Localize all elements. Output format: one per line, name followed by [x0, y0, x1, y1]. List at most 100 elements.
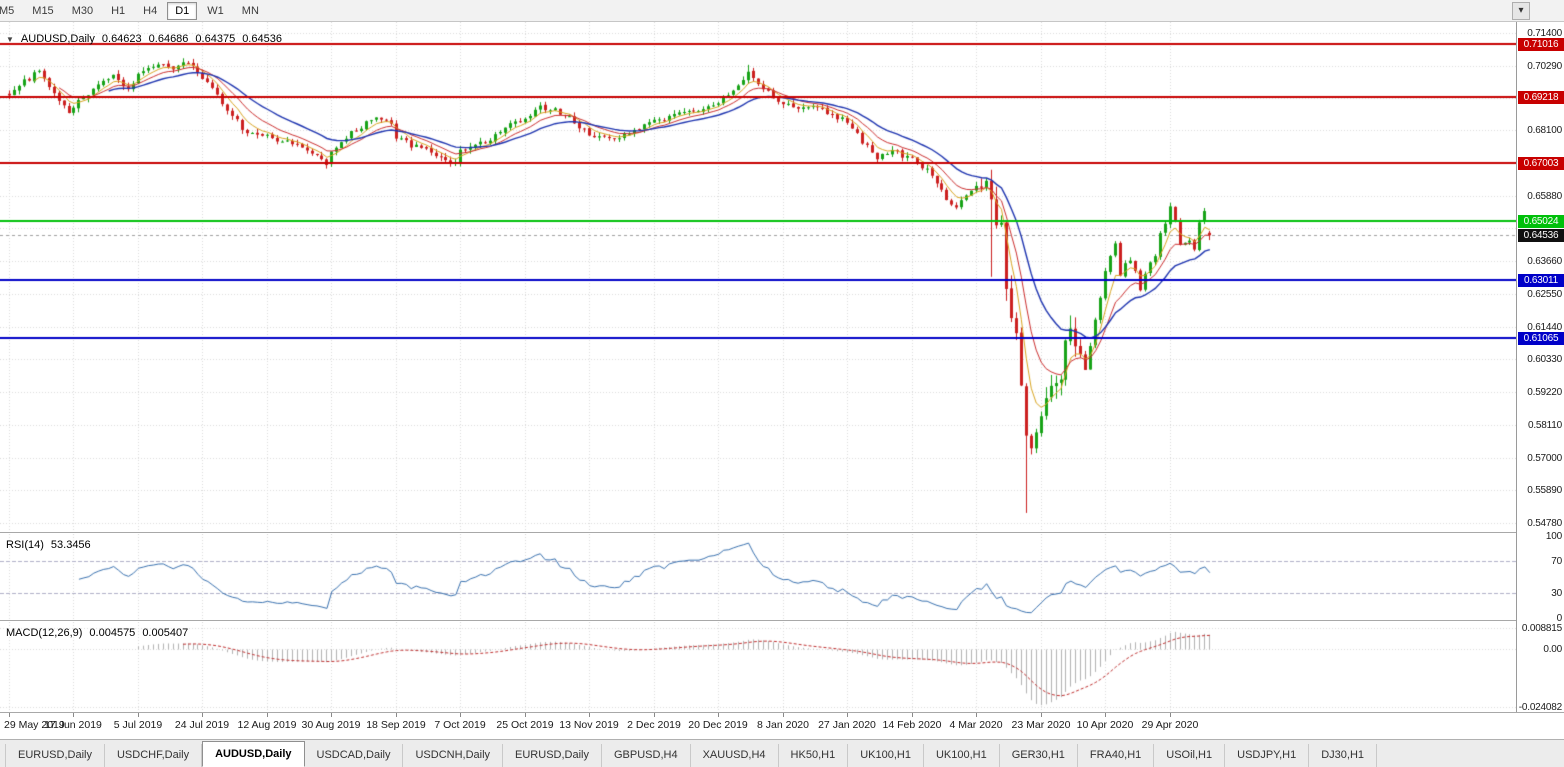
time-axis-label: 29 May 2019: [4, 719, 65, 731]
time-axis-label: 2 Dec 2019: [627, 719, 681, 731]
ohlc-close-value: 0.64536: [242, 33, 282, 45]
price-axis-label: 0.61440: [1527, 321, 1562, 333]
chart-tab-hk50-h1[interactable]: HK50,H1: [779, 744, 849, 767]
time-axis-tick: [73, 713, 74, 717]
timeframe-buttons: M5 M15 M30 H1 H4 D1 W1 MN: [0, 0, 268, 22]
price-axis-label: 0.60330: [1527, 354, 1562, 366]
chart-symbol-label: AUDUSD,Daily: [20, 33, 95, 45]
price-chart-canvas[interactable]: [0, 22, 1516, 532]
chart-tab-usdcad-daily[interactable]: USDCAD,Daily: [305, 744, 404, 767]
price-axis-label: 0.71400: [1527, 27, 1562, 39]
chart-tab-eurusd-daily[interactable]: EURUSD,Daily: [503, 744, 602, 767]
chart-tab-eurusd-daily[interactable]: EURUSD,Daily: [5, 744, 105, 767]
panel-splitter-macd[interactable]: [0, 620, 1564, 621]
time-axis-label: 14 Feb 2020: [882, 719, 942, 731]
hline-price-badge: 0.63011: [1518, 274, 1564, 288]
time-axis-tick: [460, 713, 461, 717]
time-axis-tick: [718, 713, 719, 717]
rsi-indicator-label: RSI(14) 53.3456: [6, 539, 91, 551]
time-axis-label: 10 Apr 2020: [1076, 719, 1134, 731]
timeframe-button-m5[interactable]: M5: [0, 2, 22, 20]
price-axis-label: 0.58110: [1527, 419, 1562, 431]
time-axis-tick: [9, 713, 10, 717]
hline-price-badge: 0.61065: [1518, 331, 1564, 345]
time-axis-label: 12 Aug 2019: [237, 719, 297, 731]
panel-splitter-rsi[interactable]: [0, 532, 1564, 533]
time-axis-label: 13 Nov 2019: [559, 719, 619, 731]
time-axis-label: 29 Apr 2020: [1141, 719, 1199, 731]
chart-tab-audusd-daily[interactable]: AUDUSD,Daily: [202, 741, 305, 767]
chart-tab-usdchf-daily[interactable]: USDCHF,Daily: [105, 744, 203, 767]
price-axis-label: 0.70290: [1527, 60, 1562, 72]
macd-indicator-canvas[interactable]: [0, 622, 1516, 712]
macd-name: MACD(12,26,9): [6, 627, 83, 639]
chart-region: ▼ AUDUSD,Daily 0.64623 0.64686 0.64375 0…: [0, 22, 1564, 739]
timeframe-button-h4[interactable]: H4: [135, 2, 165, 20]
timeframe-button-d1[interactable]: D1: [167, 1, 198, 20]
time-axis-label: 27 Jan 2020: [818, 719, 876, 731]
hline-price-badge: 0.71016: [1518, 38, 1564, 52]
chart-tab-xauusd-h4[interactable]: XAUUSD,H4: [691, 744, 779, 767]
timeframe-button-m15[interactable]: M15: [24, 2, 61, 20]
time-axis-tick: [267, 713, 268, 717]
current-price-badge: 0.64536: [1518, 229, 1564, 243]
chart-tab-dj30-h1[interactable]: DJ30,H1: [1309, 744, 1378, 767]
rsi-indicator-canvas[interactable]: [0, 534, 1516, 620]
chart-tab-usdjpy-h1[interactable]: USDJPY,H1: [1225, 744, 1310, 767]
time-axis-tick: [1105, 713, 1106, 717]
macd-indicator-label: MACD(12,26,9) 0.004575 0.005407: [6, 627, 188, 639]
time-axis-label: 8 Jan 2020: [757, 719, 809, 731]
chart-tab-fra40-h1[interactable]: FRA40,H1: [1078, 744, 1155, 767]
chart-tab-usdcnh-daily[interactable]: USDCNH,Daily: [403, 744, 504, 767]
time-axis-tick: [783, 713, 784, 717]
price-axis-label: 0.54780: [1527, 517, 1562, 529]
price-axis-label: 0.62550: [1527, 288, 1562, 300]
price-axis-label: 0.65880: [1527, 190, 1562, 202]
time-axis-tick: [847, 713, 848, 717]
hline-price-badge: 0.65024: [1518, 214, 1564, 228]
time-axis-label: 5 Jul 2019: [113, 719, 163, 731]
macd-signal-value: 0.005407: [142, 627, 189, 639]
time-axis-tick: [1170, 713, 1171, 717]
time-axis-label: 4 Mar 2020: [949, 719, 1003, 731]
time-axis-tick: [202, 713, 203, 717]
time-axis-label: 24 Jul 2019: [174, 719, 230, 731]
macd-axis-label: 0.00: [1543, 644, 1562, 655]
time-axis-tick: [589, 713, 590, 717]
time-axis-label: 30 Aug 2019: [301, 719, 361, 731]
timeframe-button-h1[interactable]: H1: [103, 2, 133, 20]
chart-scroll-button[interactable]: ▾: [1512, 1, 1530, 20]
macd-axis-label: -0.024082: [1518, 701, 1562, 713]
rsi-axis-label: 0: [1556, 613, 1563, 624]
rsi-axis-label: 70: [1551, 555, 1562, 567]
time-axis-label: 23 Mar 2020: [1011, 719, 1071, 731]
price-axis[interactable]: 0.71400 0.70290 0.68100 0.65880 0.63660 0.625…: [1516, 22, 1564, 713]
time-axis-label: 18 Sep 2019: [366, 719, 426, 731]
time-axis-label: 17 Jun 2019: [44, 719, 102, 731]
hline-price-badge: 0.69218: [1518, 91, 1564, 105]
time-axis-tick: [654, 713, 655, 717]
time-axis-tick: [525, 713, 526, 717]
time-axis-tick: [396, 713, 397, 717]
timeframe-button-m30[interactable]: M30: [64, 2, 101, 20]
price-axis-label: 0.68100: [1527, 125, 1562, 137]
price-axis-label: 0.59220: [1527, 387, 1562, 399]
chart-dropdown-icon[interactable]: ▼: [6, 34, 14, 44]
time-axis-tick: [331, 713, 332, 717]
chart-tab-usoil-h1[interactable]: USOil,H1: [1154, 744, 1226, 767]
time-axis[interactable]: 29 May 2019 17 Jun 2019 5 Jul 2019 24 Jul 2…: [0, 713, 1516, 739]
time-axis-label: 20 Dec 2019: [688, 719, 748, 731]
chart-tabs-bar: EURUSD,Daily USDCHF,Daily AUDUSD,Daily USDC…: [0, 739, 1564, 767]
rsi-axis-label: 100: [1545, 531, 1562, 542]
chart-tab-ger30-h1[interactable]: GER30,H1: [1000, 744, 1078, 767]
chart-tab-uk100-h1[interactable]: UK100,H1: [924, 744, 1000, 767]
chart-tab-gbpusd-h4[interactable]: GBPUSD,H4: [602, 744, 691, 767]
hline-price-badge: 0.67003: [1518, 156, 1564, 170]
rsi-name: RSI(14): [6, 539, 44, 551]
timeframe-button-mn[interactable]: MN: [234, 2, 267, 20]
chart-tab-uk100-h1[interactable]: UK100,H1: [848, 744, 924, 767]
timeframe-button-w1[interactable]: W1: [199, 2, 232, 20]
time-axis-tick: [1041, 713, 1042, 717]
time-axis-tick: [138, 713, 139, 717]
